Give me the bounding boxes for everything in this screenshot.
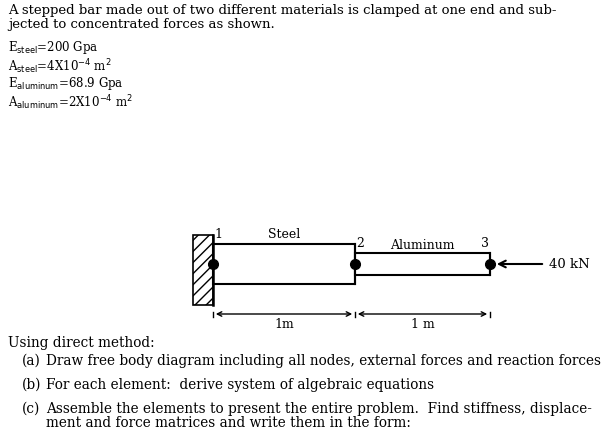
Text: A$_{\rm aluminum}$=2X10$^{-4}$ m$^2$: A$_{\rm aluminum}$=2X10$^{-4}$ m$^2$ (8, 93, 133, 112)
Text: A stepped bar made out of two different materials is clamped at one end and sub-: A stepped bar made out of two different … (8, 4, 556, 17)
Text: Aluminum: Aluminum (390, 239, 454, 252)
Text: (b): (b) (22, 378, 41, 392)
Text: Steel: Steel (268, 228, 300, 241)
Text: E$_{\rm aluminum}$=68.9 Gpa: E$_{\rm aluminum}$=68.9 Gpa (8, 75, 124, 92)
Text: jected to concentrated forces as shown.: jected to concentrated forces as shown. (8, 18, 275, 31)
Text: 3: 3 (481, 237, 489, 250)
Text: Assemble the elements to present the entire problem.  Find stiffness, displace-: Assemble the elements to present the ent… (46, 402, 592, 416)
Text: E$_{\rm steel}$=200 Gpa: E$_{\rm steel}$=200 Gpa (8, 39, 99, 56)
Text: 1 m: 1 m (411, 318, 435, 331)
Text: 40 kN: 40 kN (549, 257, 590, 270)
Bar (355, 253, 490, 275)
Bar (193, 235, 213, 305)
Bar (213, 244, 355, 284)
Text: 2: 2 (356, 237, 364, 250)
Text: (a): (a) (22, 354, 41, 368)
Text: Using direct method:: Using direct method: (8, 336, 155, 350)
Text: 1m: 1m (274, 318, 294, 331)
Text: ment and force matrices and write them in the form:: ment and force matrices and write them i… (46, 416, 411, 430)
Text: (c): (c) (22, 402, 41, 416)
Text: 1: 1 (214, 228, 222, 241)
Text: A$_{\rm steel}$=4X10$^{-4}$ m$^2$: A$_{\rm steel}$=4X10$^{-4}$ m$^2$ (8, 57, 112, 76)
Text: For each element:  derive system of algebraic equations: For each element: derive system of algeb… (46, 378, 434, 392)
Text: Draw free body diagram including all nodes, external forces and reaction forces: Draw free body diagram including all nod… (46, 354, 601, 368)
